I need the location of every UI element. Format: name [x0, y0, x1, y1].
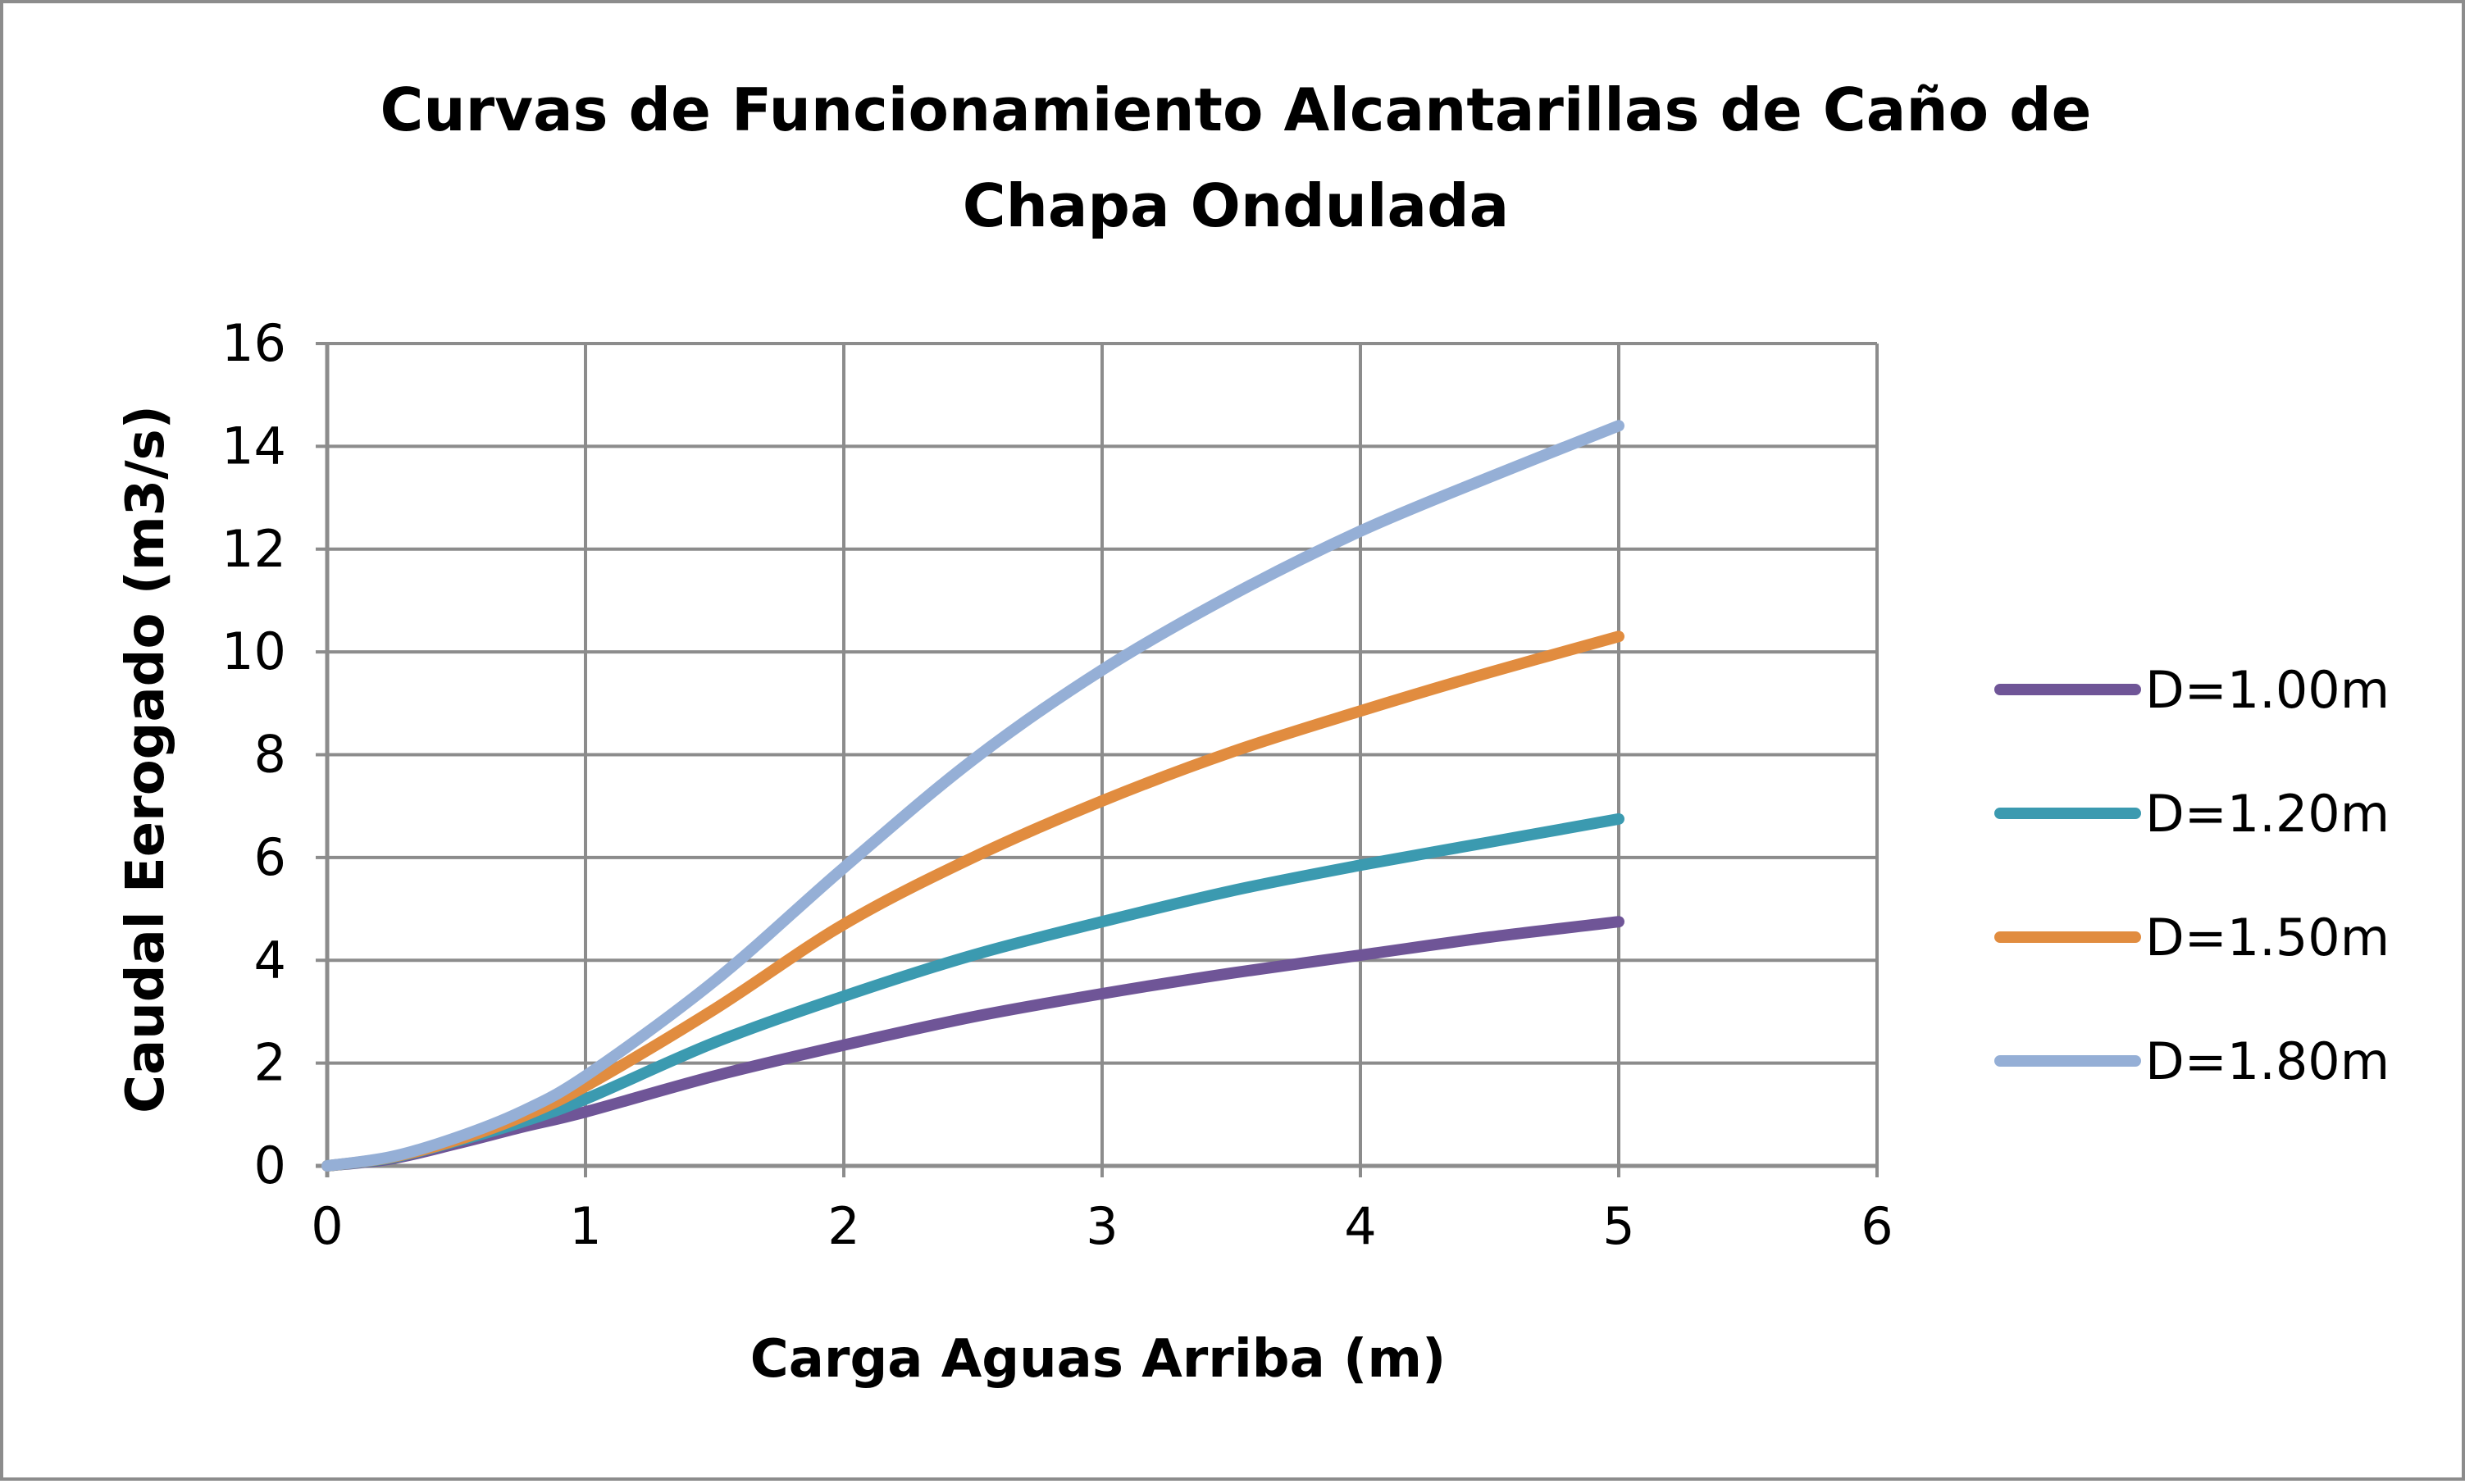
series-lines: [321, 420, 1624, 1172]
x-tick-label-1: 1: [569, 1196, 601, 1256]
x-tick-label-0: 0: [311, 1196, 343, 1256]
y-axis-title: Caudal Eerogado (m3/s): [116, 405, 176, 1113]
y-tick-label-5: 10: [221, 621, 286, 681]
series-line-3: [321, 420, 1624, 1172]
x-tick-label-4: 4: [1344, 1196, 1376, 1256]
legend-label-3: D=1.80m: [2145, 1031, 2390, 1091]
y-tick-label-4: 8: [254, 725, 286, 785]
y-tick-label-3: 6: [254, 827, 286, 887]
x-tick-label-6: 6: [1861, 1196, 1893, 1256]
y-tick-label-2: 4: [254, 930, 286, 990]
y-tick-label-0: 0: [254, 1136, 286, 1195]
chart-canvas: Curvas de Funcionamiento Alcantarillas d…: [116, 75, 2390, 1390]
chart-title: Curvas de Funcionamiento Alcantarillas d…: [380, 75, 2091, 240]
chart-title-line-1: Curvas de Funcionamiento Alcantarillas d…: [380, 75, 2091, 144]
y-tick-label-8: 16: [221, 313, 286, 373]
y-tick-label-6: 12: [221, 519, 286, 579]
x-axis-title: Carga Aguas Arriba (m): [750, 1329, 1447, 1390]
legend-label-1: D=1.20m: [2145, 784, 2390, 844]
x-tick-label-2: 2: [827, 1196, 859, 1256]
x-tick-label-5: 5: [1602, 1196, 1634, 1256]
chart-title-line-2: Chapa Ondulada: [963, 171, 1510, 240]
legend-label-2: D=1.50m: [2145, 908, 2390, 967]
legend-label-0: D=1.00m: [2145, 660, 2390, 720]
series-line-2: [321, 630, 1624, 1172]
y-tick-label-1: 2: [254, 1033, 286, 1093]
y-tick-label-7: 14: [221, 416, 286, 476]
grid: [327, 342, 1879, 1166]
axes: [316, 342, 1879, 1177]
x-tick-label-3: 3: [1086, 1196, 1118, 1256]
legend: D=1.00m D=1.20m D=1.50m D=1.80m: [1994, 660, 2390, 1091]
